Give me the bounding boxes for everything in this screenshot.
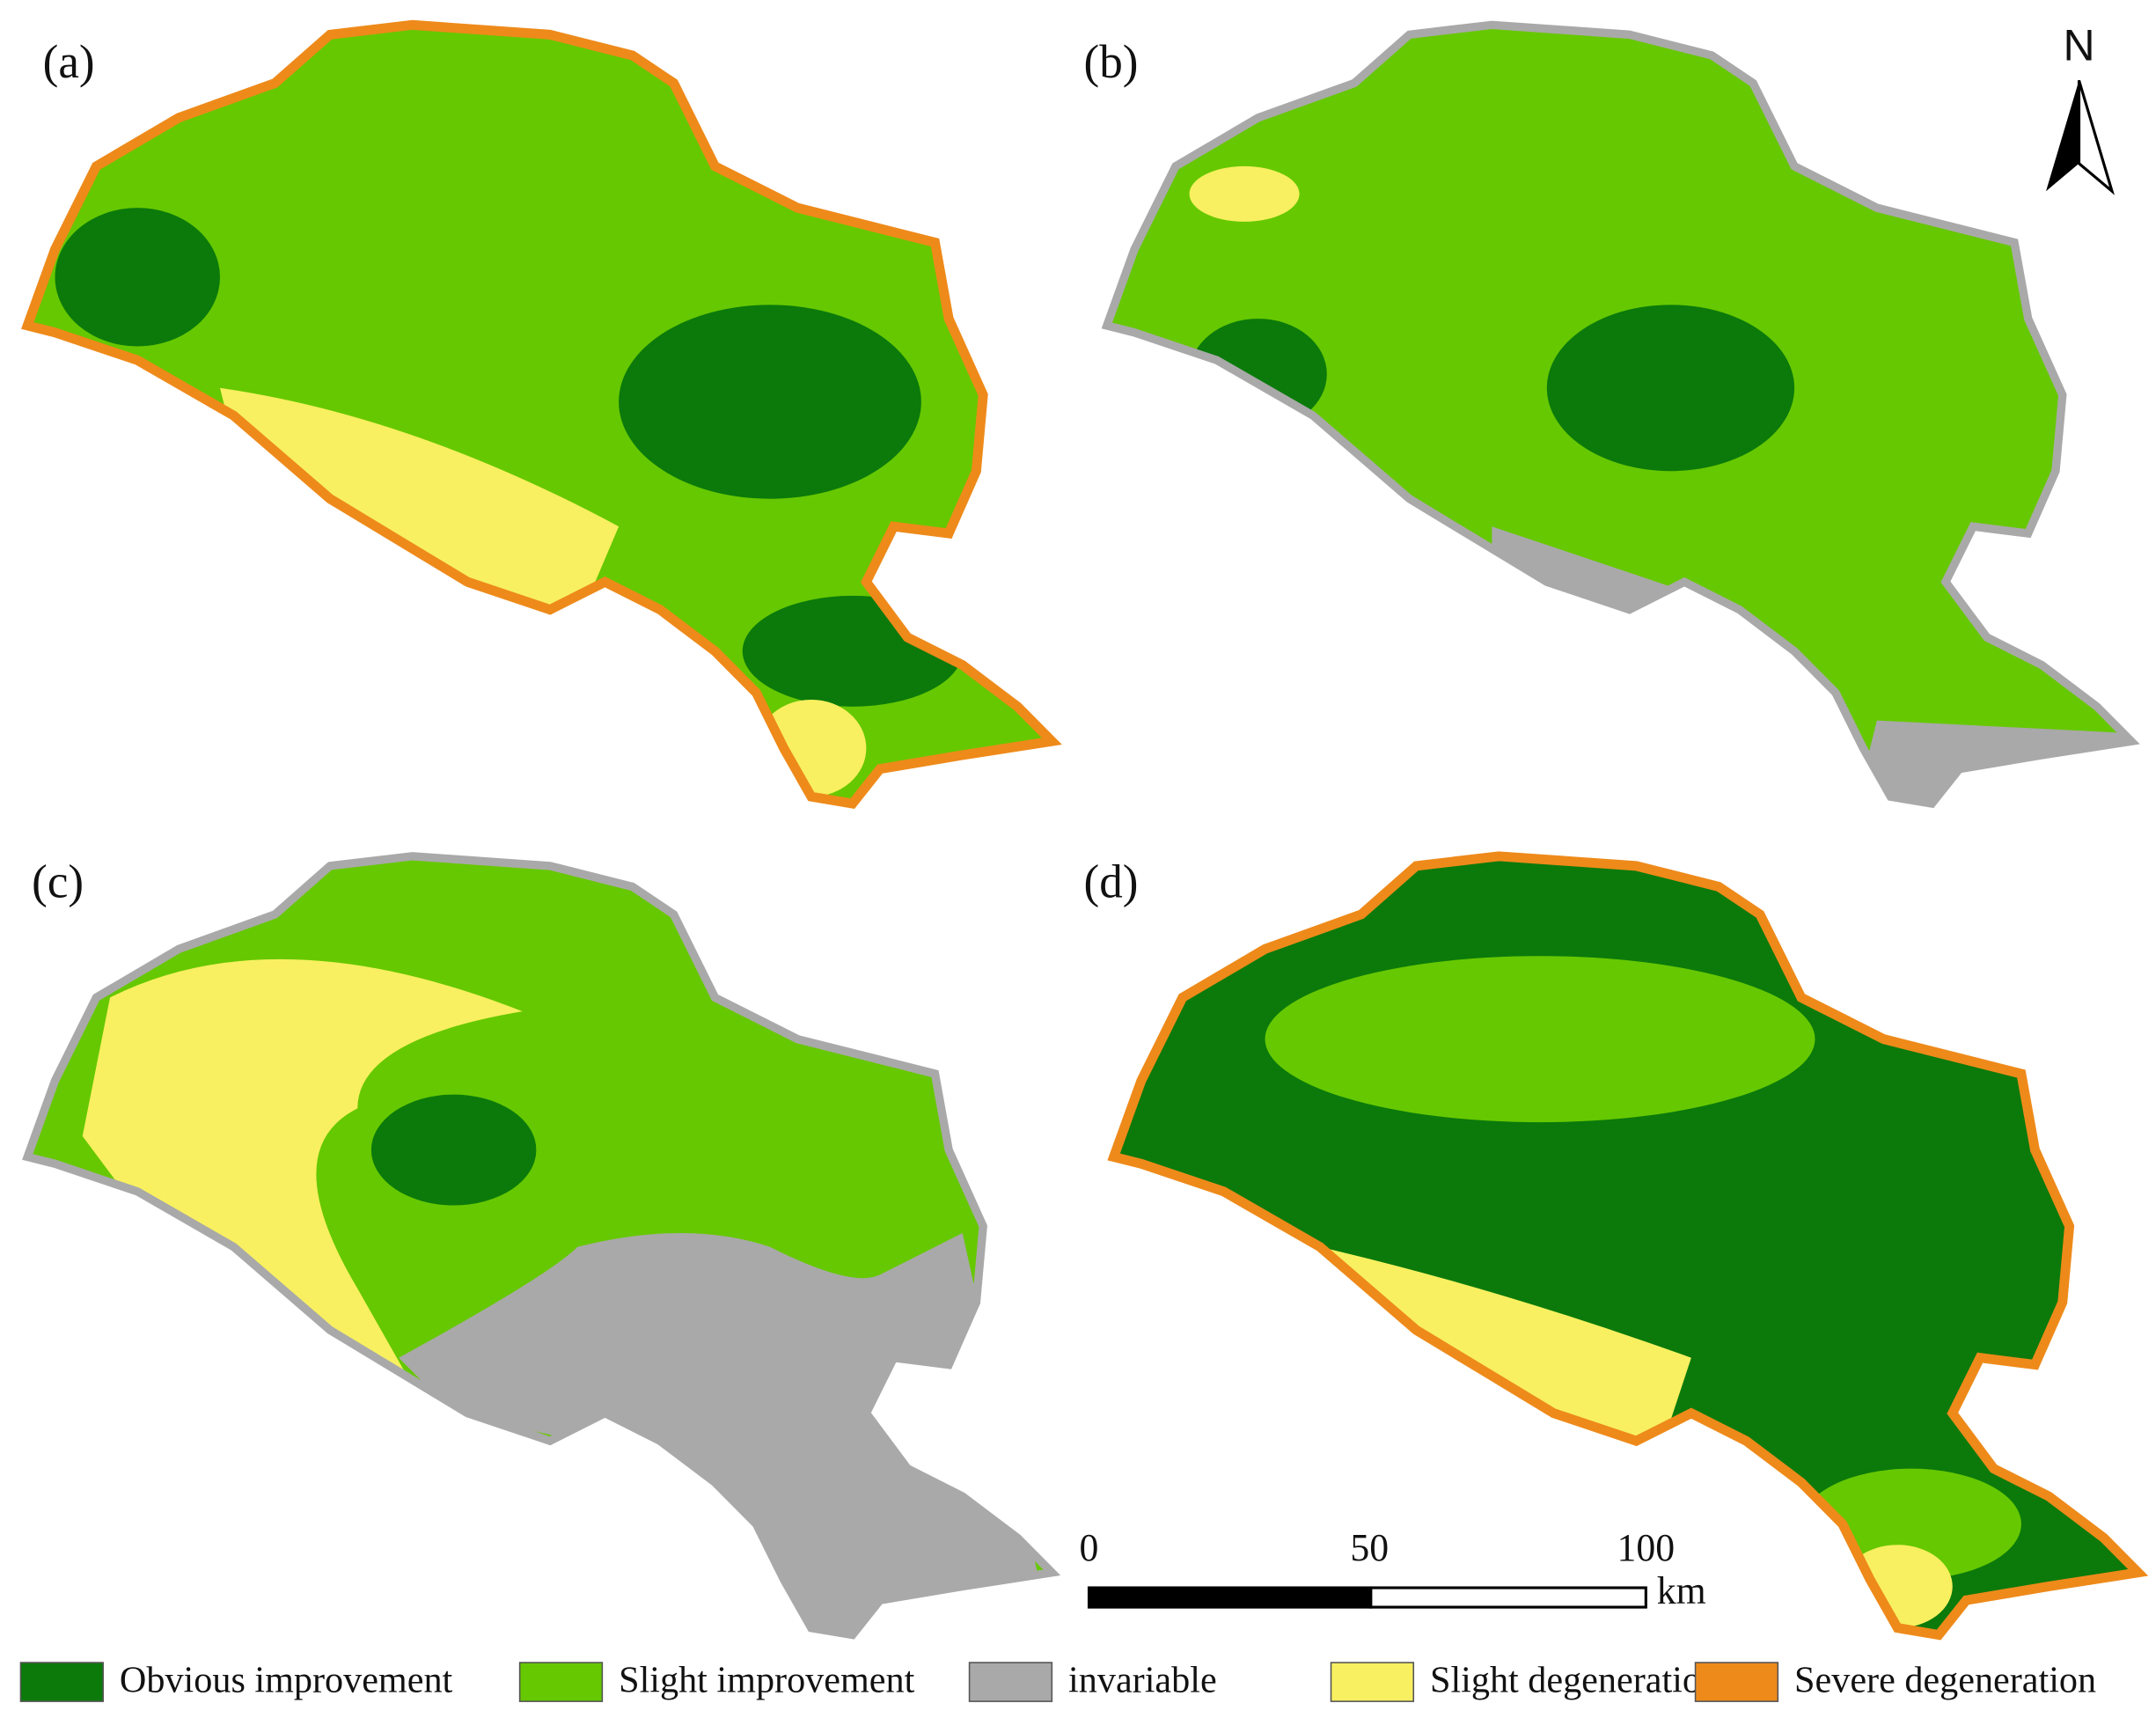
scale-segment bbox=[1369, 1586, 1647, 1609]
legend-swatch bbox=[1330, 1662, 1415, 1702]
legend-label: Severe degeneration bbox=[1794, 1659, 2096, 1700]
obvious-improvement-area bbox=[619, 305, 921, 499]
scale-tick: 100 bbox=[1617, 1527, 1676, 1569]
obvious-improvement-area bbox=[370, 1094, 537, 1206]
legend-label: Slight improvement bbox=[619, 1659, 914, 1700]
scale-tick: 50 bbox=[1350, 1527, 1389, 1569]
legend-label: Obvious improvement bbox=[120, 1659, 453, 1700]
map-panel: (c) bbox=[0, 832, 1100, 1663]
north-arrow: N bbox=[2046, 20, 2115, 195]
scale-bar: 0 50 100 km bbox=[1080, 1527, 1706, 1612]
legend-swatch bbox=[968, 1662, 1053, 1702]
scale-segment bbox=[1087, 1586, 1373, 1609]
invariable-area bbox=[1849, 720, 2131, 804]
invariable-area bbox=[399, 1233, 1045, 1635]
scale-unit: km bbox=[1657, 1570, 1706, 1612]
slight-degeneration-area bbox=[82, 958, 523, 1386]
scale-tick: 0 bbox=[1080, 1527, 1099, 1569]
slight-degeneration-area bbox=[1189, 165, 1300, 222]
legend-label: Slight degeneration bbox=[1430, 1659, 1720, 1700]
legend-swatch bbox=[518, 1662, 604, 1702]
legend-label: invariable bbox=[1068, 1659, 1217, 1700]
slight-degeneration-area bbox=[220, 387, 620, 624]
legend-swatch bbox=[1694, 1662, 1779, 1702]
north-label: N bbox=[2063, 20, 2094, 70]
arrow-left bbox=[2046, 80, 2079, 192]
slight-degeneration-area bbox=[756, 699, 867, 797]
slight-degeneration-area bbox=[1320, 1246, 1691, 1442]
panel-label: (a) bbox=[43, 35, 95, 88]
panel-label: (d) bbox=[1084, 855, 1139, 908]
obvious-improvement-area bbox=[1546, 305, 1795, 472]
map-panel: (a) bbox=[0, 0, 1100, 832]
legend-swatch bbox=[19, 1662, 104, 1702]
obvious-improvement-area bbox=[55, 208, 220, 347]
panel-label: (b) bbox=[1084, 35, 1139, 88]
panel-label: (c) bbox=[32, 855, 84, 908]
map-panel: (b) bbox=[1084, 0, 2156, 832]
slight-improvement-area bbox=[1265, 956, 1815, 1123]
legend: Obvious improvement Slight improvement inv… bbox=[19, 1659, 2096, 1702]
arrow-right bbox=[2077, 79, 2115, 195]
